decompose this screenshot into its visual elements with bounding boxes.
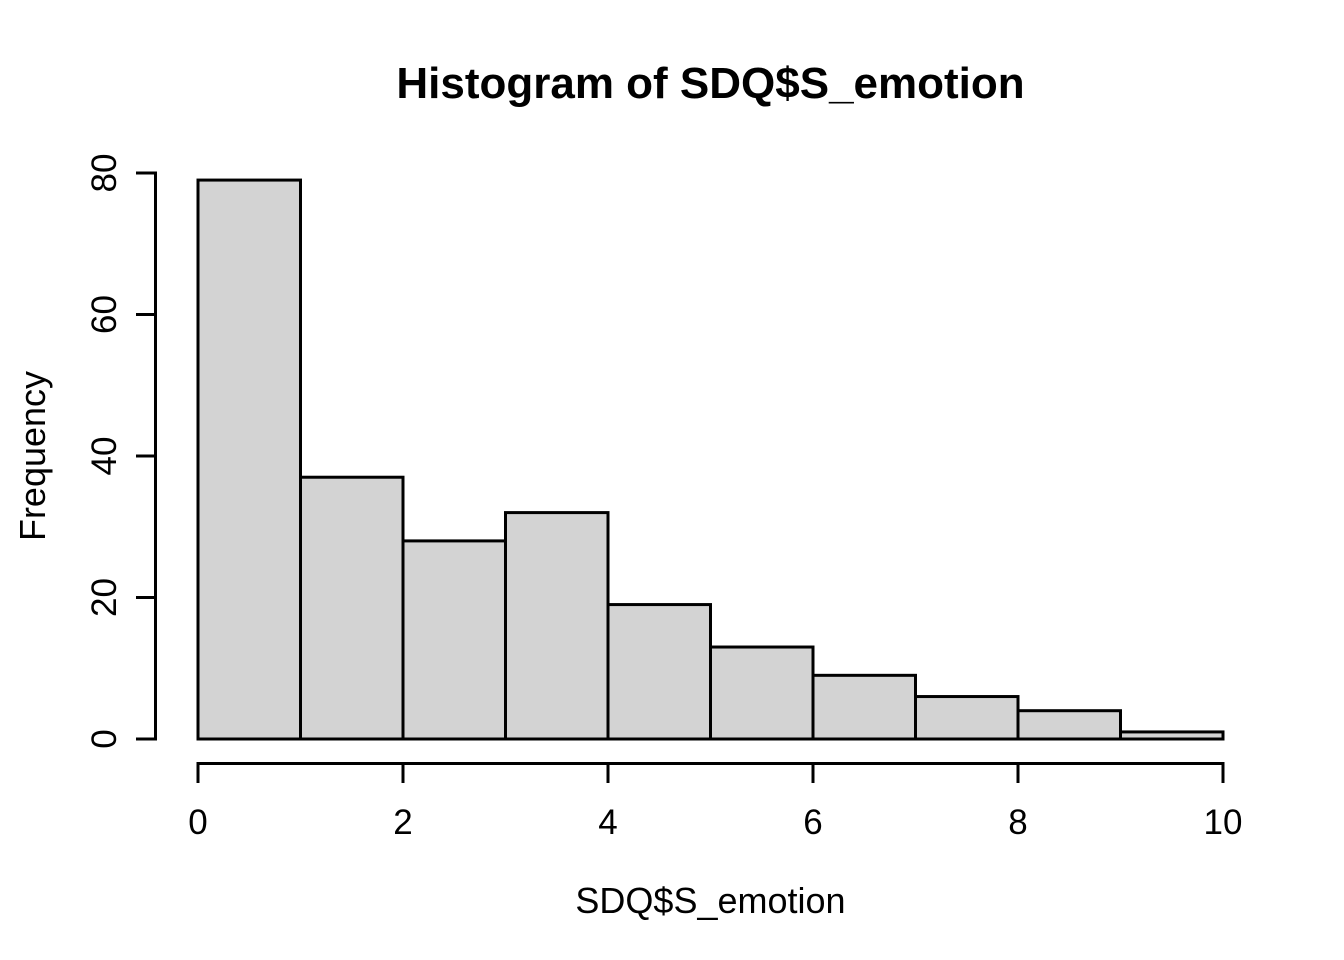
y-tick-label: 80 [85, 154, 124, 193]
x-tick-label: 4 [598, 803, 617, 842]
histogram-bar [914, 695, 1020, 741]
y-tick-label: 40 [85, 437, 124, 476]
histogram-bar [299, 475, 405, 741]
x-tick-label: 0 [188, 803, 207, 842]
x-tick-label: 10 [1204, 803, 1243, 842]
x-tick-label: 8 [1008, 803, 1027, 842]
y-axis-label: Frequency [12, 371, 53, 541]
x-axis-label: SDQ$S_emotion [575, 880, 845, 921]
histogram-bar [709, 645, 815, 741]
histogram-bar [196, 178, 302, 741]
histogram-bar [401, 539, 507, 741]
x-axis: 0 2 4 6 8 10 [188, 762, 1243, 842]
histogram-bars [196, 178, 1225, 741]
histogram-bar [606, 603, 712, 741]
histogram-bar [504, 511, 610, 741]
x-tick-label: 2 [393, 803, 412, 842]
chart-title: Histogram of SDQ$S_emotion [396, 59, 1024, 108]
histogram-bar [1016, 709, 1122, 741]
y-axis: 0 20 40 60 80 [85, 154, 157, 749]
histogram-bar [811, 673, 917, 741]
y-tick-label: 60 [85, 295, 124, 334]
x-tick-label: 6 [803, 803, 822, 842]
histogram-bar [1119, 730, 1225, 741]
y-tick-label: 0 [85, 729, 124, 748]
y-tick-label: 20 [85, 578, 124, 617]
